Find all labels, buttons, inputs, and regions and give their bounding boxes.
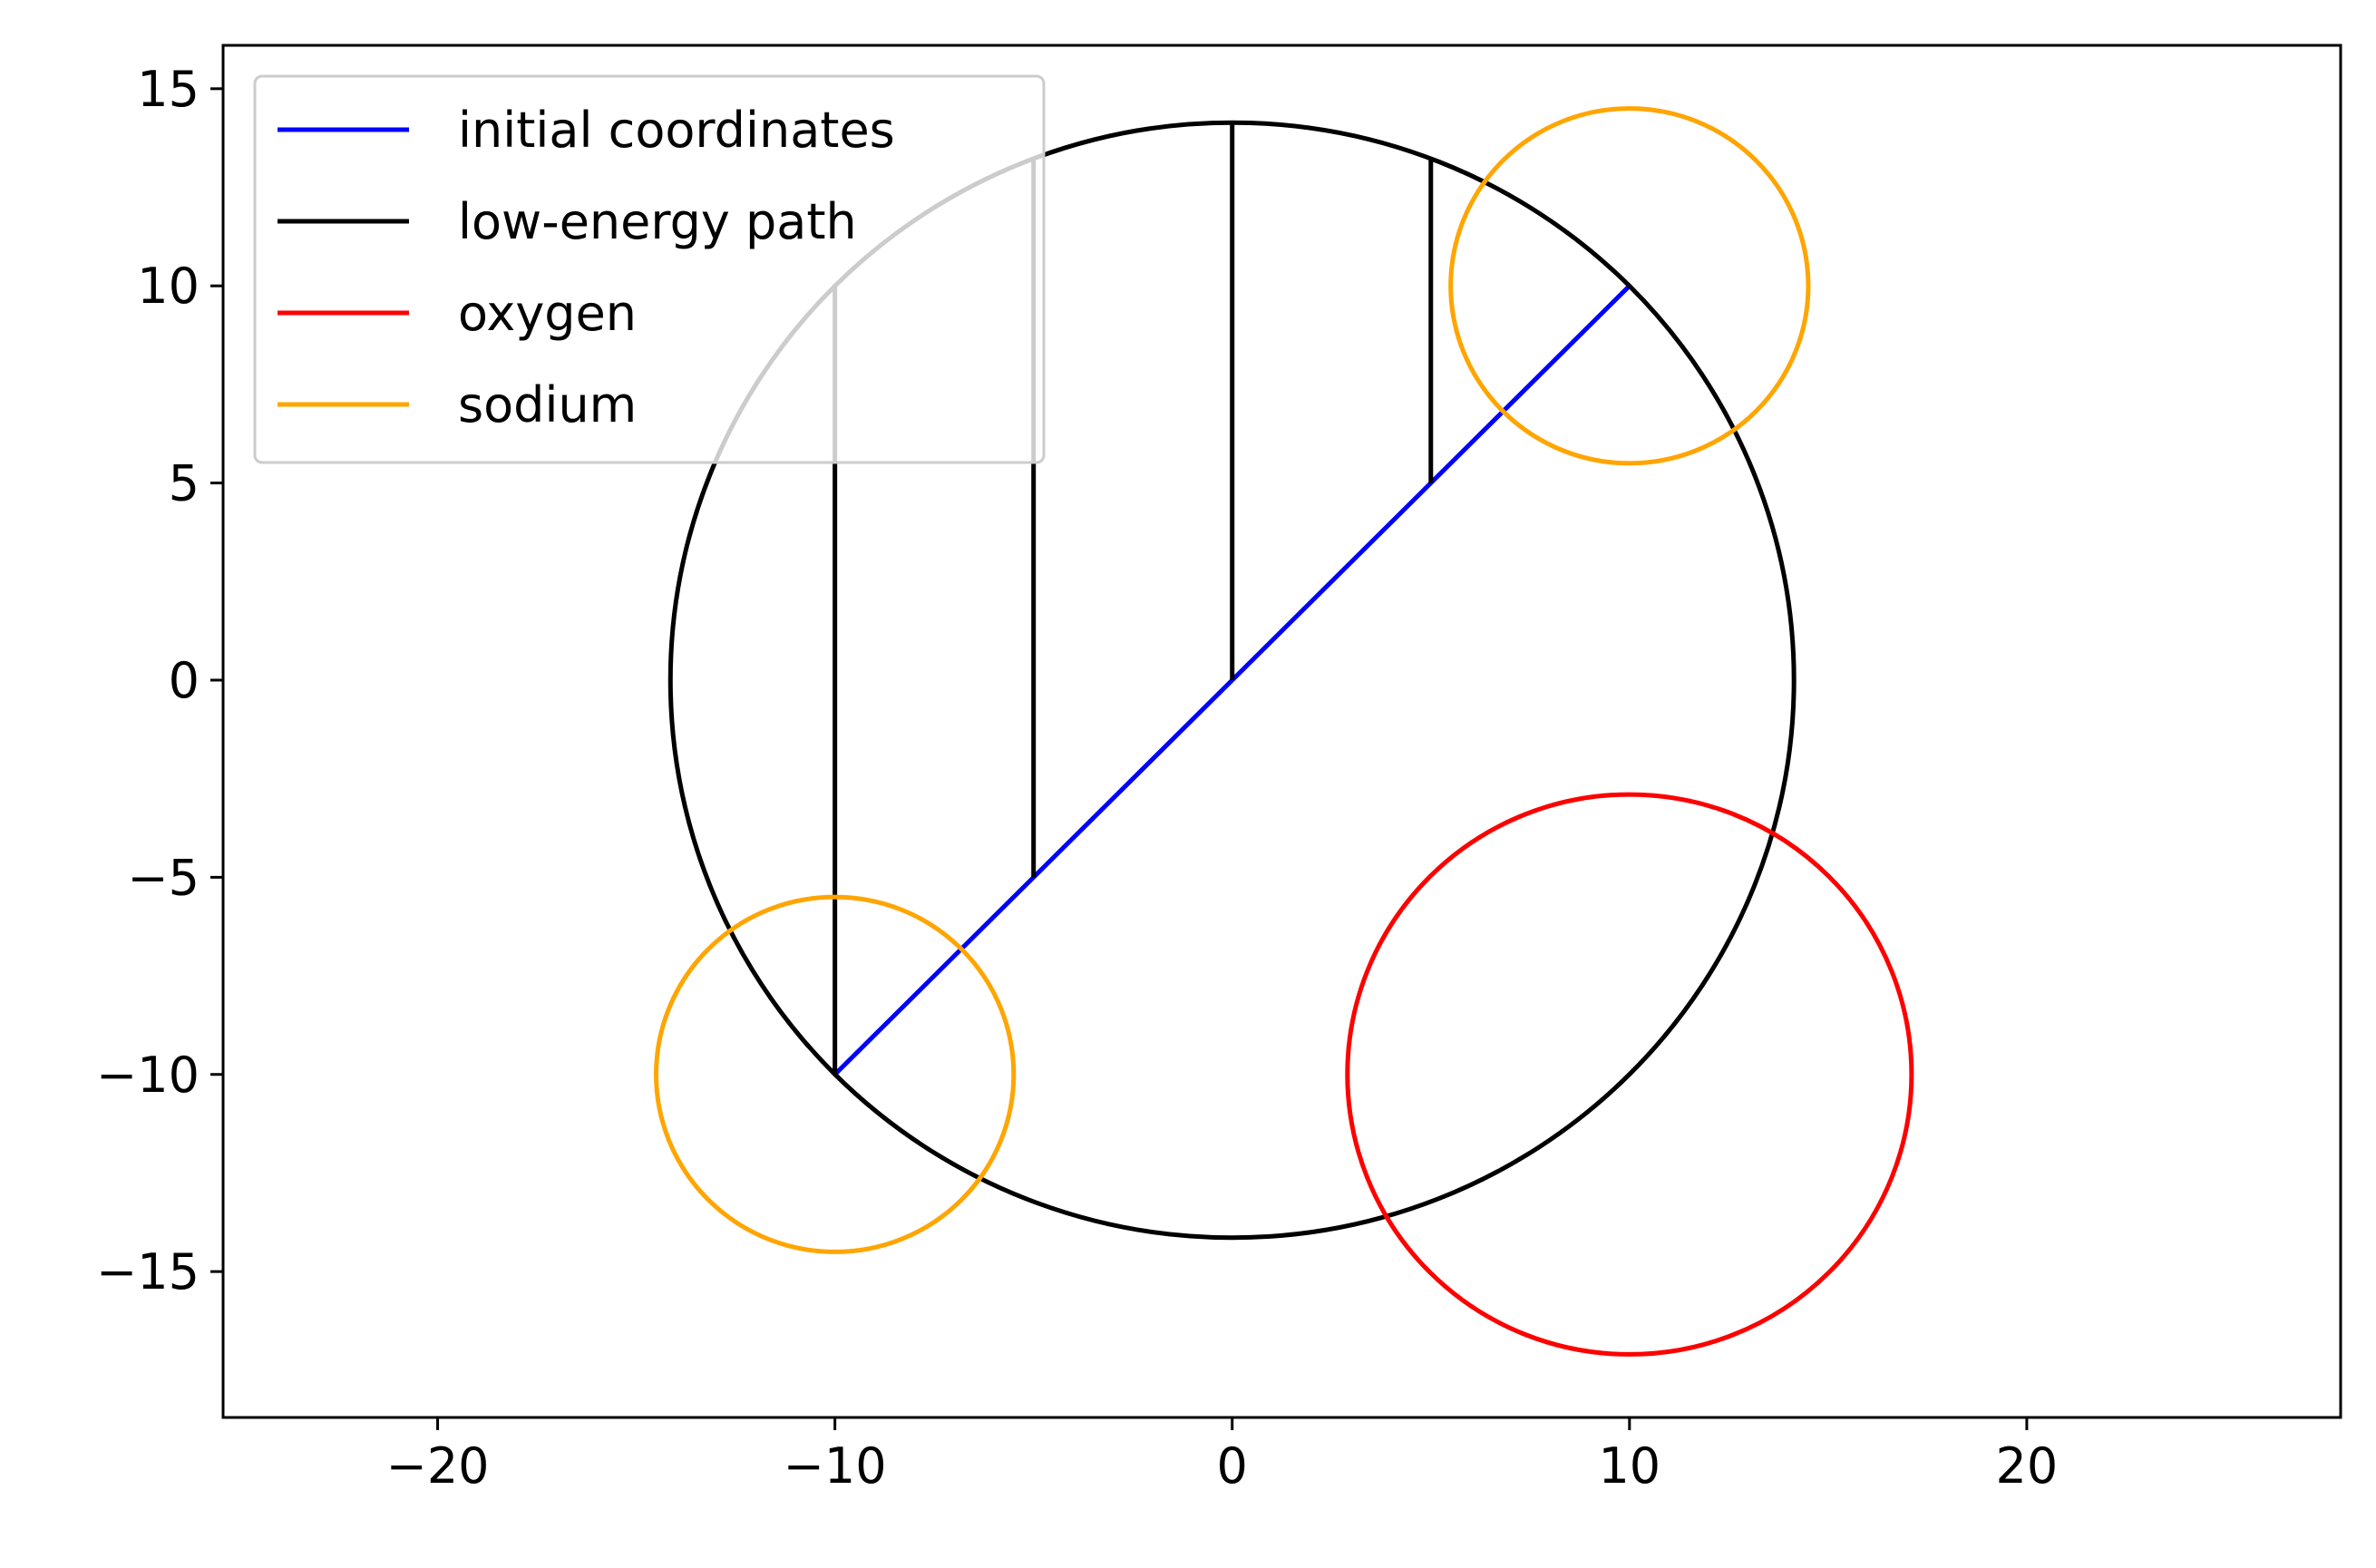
legend-box xyxy=(253,74,1046,464)
y-tick-label-3: 0 xyxy=(169,652,200,709)
x-tick-label-1: −10 xyxy=(784,1437,887,1495)
y-tick-label-0: 15 xyxy=(137,61,200,118)
legend-label-low-energy-path: low-energy path xyxy=(458,193,857,250)
axis-ticks: −20 −10 0 10 20 15 10 5 0 −5 −10 −15 xyxy=(96,61,2058,1495)
y-tick-label-1: 10 xyxy=(137,258,200,315)
series-oxygen xyxy=(1345,792,1914,1357)
y-tick-label-2: 5 xyxy=(169,455,200,512)
legend-label-sodium: sodium xyxy=(458,376,637,433)
y-tick-label-6: −15 xyxy=(96,1243,200,1300)
x-tick-label-4: 20 xyxy=(1996,1437,2059,1495)
plot-area xyxy=(654,106,1914,1357)
y-tick-label-4: −5 xyxy=(127,849,200,906)
legend-label-initial-coordinates: initial coordinates xyxy=(458,102,895,159)
x-tick-label-2: 0 xyxy=(1217,1437,1248,1495)
axes-frame xyxy=(221,44,2342,1419)
sodium-circle-0 xyxy=(1448,106,1811,466)
x-tick-label-0: −20 xyxy=(386,1437,490,1495)
x-tick-label-3: 10 xyxy=(1598,1437,1660,1495)
low-energy-path-circle-0 xyxy=(667,120,1797,1241)
legend: initial coordinates low-energy path oxygen… xyxy=(253,74,1046,464)
sodium-circle-1 xyxy=(654,894,1017,1254)
legend-label-oxygen: oxygen xyxy=(458,285,637,342)
y-tick-label-5: −10 xyxy=(96,1047,200,1104)
oxygen-circle-0 xyxy=(1345,792,1914,1357)
series-sodium xyxy=(654,106,1811,1254)
